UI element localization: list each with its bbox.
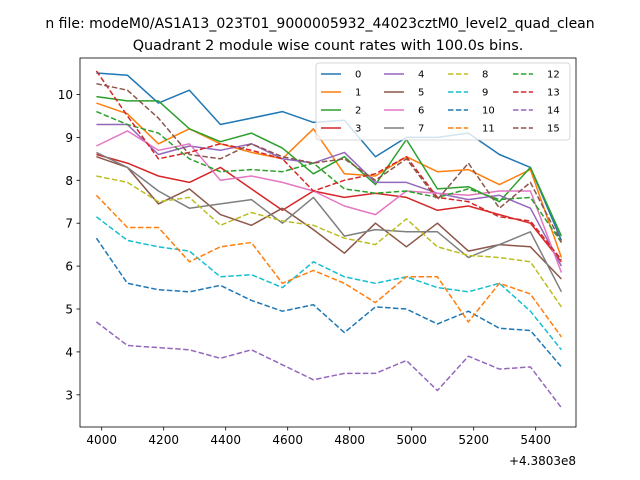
series-line-14 [95, 321, 562, 409]
legend-label-10: 10 [482, 106, 495, 117]
legend-label-2: 2 [355, 106, 361, 117]
legend-label-12: 12 [547, 70, 560, 81]
x-axis-ticks: 4000 4200 4400 4600 4800 5000 5200 5400 [86, 427, 551, 447]
series-line-12 [96, 110, 563, 243]
x-tick-label: 4200 [148, 433, 179, 447]
y-tick-label: 6 [65, 260, 73, 274]
y-tick-label: 4 [65, 345, 73, 359]
series-line-10 [95, 237, 562, 368]
series-line-6 [96, 130, 563, 273]
series-line-13 [95, 70, 562, 261]
legend-label-3: 3 [355, 124, 361, 135]
y-tick-label: 3 [65, 388, 73, 402]
series-line-2 [96, 95, 563, 237]
legend-label-13: 13 [547, 88, 560, 99]
legend-label-15: 15 [547, 124, 560, 135]
x-tick-label: 4400 [210, 433, 241, 447]
series-line-4 [96, 123, 563, 267]
chart-title: Quadrant 2 module wise count rates with … [133, 38, 524, 54]
x-tick-label: 4600 [272, 433, 303, 447]
legend-label-14: 14 [547, 106, 560, 117]
legend-label-1: 1 [355, 88, 361, 99]
x-tick-label: 5400 [520, 433, 551, 447]
y-tick-label: 5 [65, 303, 73, 317]
legend-label-5: 5 [418, 88, 424, 99]
legend-label-4: 4 [418, 70, 424, 81]
series-line-3 [96, 153, 562, 263]
series-layer [95, 70, 563, 409]
x-tick-label: 5200 [458, 433, 489, 447]
legend-label-0: 0 [355, 70, 361, 81]
series-line-5 [96, 155, 562, 280]
series-line-9 [95, 216, 562, 351]
series-line-11 [95, 194, 563, 338]
x-tick-label: 4000 [86, 433, 117, 447]
legend-label-8: 8 [482, 70, 488, 81]
legend-label-6: 6 [418, 106, 424, 117]
y-tick-label: 7 [65, 217, 73, 231]
x-tick-label: 4800 [334, 433, 365, 447]
y-tick-label: 8 [65, 174, 73, 188]
legend-label-7: 7 [418, 124, 424, 135]
x-tick-label: 5000 [396, 433, 427, 447]
y-tick-label: 9 [65, 131, 73, 145]
axes-frame [79, 57, 577, 428]
figure-suptitle: n file: modeM0/AS1A13_023T01_9000005932_… [45, 16, 594, 32]
x-axis-offset-label: +4.3803e8 [509, 454, 576, 468]
series-line-15 [96, 82, 563, 243]
series-line-8 [96, 175, 563, 308]
legend-label-11: 11 [482, 124, 495, 135]
y-tick-label: 10 [58, 88, 73, 102]
legend-box [315, 62, 571, 141]
y-axis-ticks: 3 4 5 6 7 8 9 10 [58, 88, 80, 402]
legend-label-9: 9 [482, 88, 488, 99]
